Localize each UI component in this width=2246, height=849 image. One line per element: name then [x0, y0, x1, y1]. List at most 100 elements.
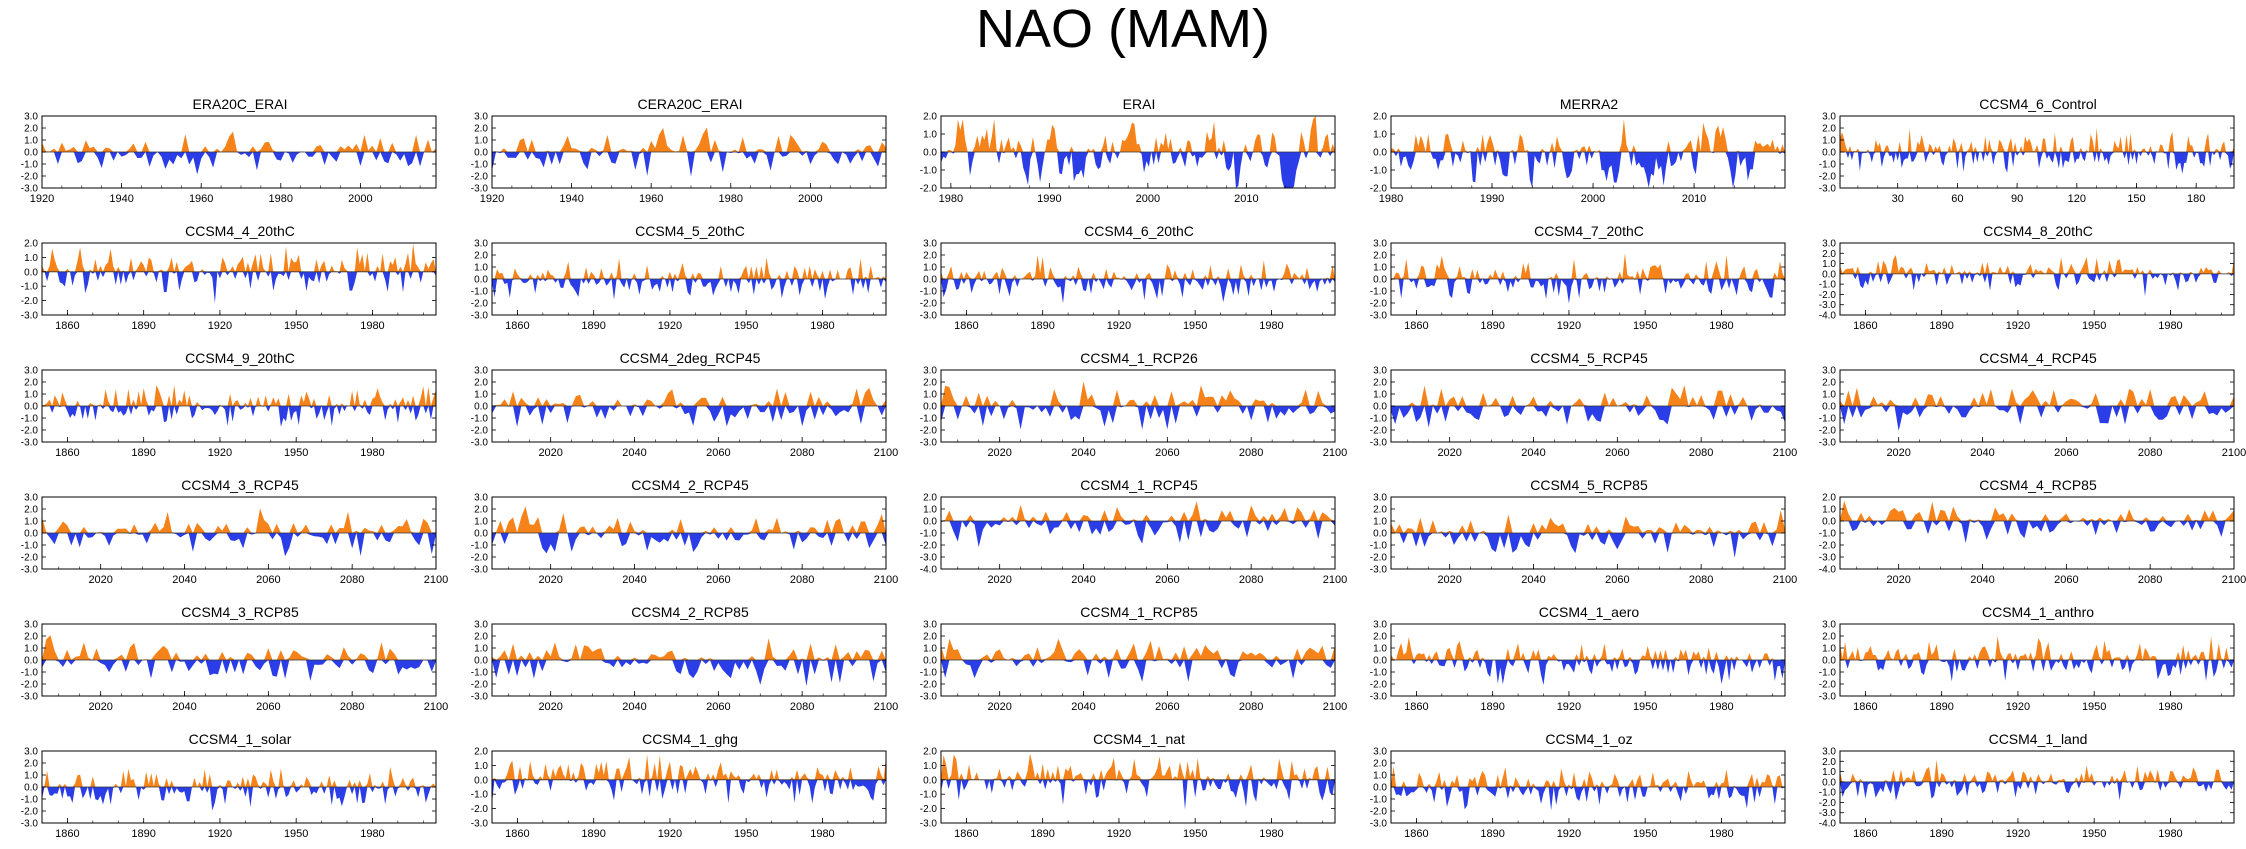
x-tick-label: 1920 — [1557, 828, 1581, 840]
x-tick-label: 2020 — [1886, 447, 1910, 459]
y-tick-label: 0.0 — [24, 783, 38, 794]
x-tick-label: 1980 — [360, 828, 384, 840]
x-tick-label: 2100 — [1323, 574, 1347, 586]
y-tick-label: 2.0 — [1822, 632, 1836, 643]
x-tick-label: 1950 — [734, 828, 758, 840]
positive-anomaly-area — [1840, 500, 2234, 521]
positive-anomaly-area — [941, 255, 1335, 279]
positive-anomaly-area — [492, 638, 886, 660]
y-tick-label: -1.0 — [1370, 414, 1388, 425]
x-tick-label: 1950 — [1633, 320, 1657, 332]
positive-anomaly-area — [1391, 510, 1785, 533]
x-tick-label: 2020 — [88, 701, 112, 713]
x-tick-label: 2060 — [2054, 447, 2078, 459]
y-tick-label: 2.0 — [474, 747, 488, 758]
y-tick-label: -3.0 — [1819, 553, 1837, 564]
positive-anomaly-area — [1391, 637, 1785, 660]
y-tick-label: -2.0 — [1370, 807, 1388, 818]
x-tick-label: 1980 — [810, 320, 834, 332]
x-tick-label: 1890 — [131, 447, 155, 459]
y-tick-label: 3.0 — [1822, 366, 1836, 377]
panel-plot: 2.01.00.0-1.0-2.0-3.0-4.0 2020 2040 2060 208… — [1819, 493, 2246, 587]
x-tick-label: 2040 — [1071, 701, 1095, 713]
y-tick-label: 0.0 — [1822, 517, 1836, 528]
nao-panel: CCSM4_1_solar 3.0 2.0 1.0 0.0 -1.0 -2.0 -3.0 186… — [8, 731, 448, 849]
y-tick-label: -2.0 — [471, 299, 489, 310]
x-tick-label: 2020 — [1886, 574, 1910, 586]
x-tick-label: 2020 — [987, 701, 1011, 713]
nao-panel: ERA20C_ERAI 3.0 2.0 1.0 0.0 -1.0 -2.0 -3.0 1920 1… — [8, 96, 448, 214]
x-tick-label: 2040 — [622, 574, 646, 586]
panel-title: CCSM4_9_20thC — [185, 350, 295, 366]
panel-plot: 3.02.01.00.0-1.0-2.0-3.0 2020 2040 2060 2080… — [21, 620, 448, 714]
x-tick-label: 2100 — [1773, 574, 1797, 586]
nao-panel: CCSM4_5_RCP85 3.0 2.0 1.0 0.0 -1.0 -2.0 -3.0 202… — [1357, 477, 1797, 595]
negative-anomaly-area — [42, 660, 436, 681]
y-tick-label: 3.0 — [923, 239, 937, 250]
positive-anomaly-area — [1840, 255, 2234, 274]
x-tick-label: 2010 — [1234, 193, 1258, 205]
negative-anomaly-area — [492, 152, 886, 177]
x-tick-label: 2080 — [340, 701, 364, 713]
x-tick-label: 2040 — [622, 701, 646, 713]
x-tick-label: 2080 — [1239, 447, 1263, 459]
y-tick-label: -2.0 — [1819, 798, 1837, 809]
y-tick-label: 2.0 — [1373, 632, 1387, 643]
y-tick-label: 0.0 — [1373, 275, 1387, 286]
y-tick-label: 0.0 — [474, 275, 488, 286]
x-tick-label: 1920 — [1557, 320, 1581, 332]
y-tick-label: 3.0 — [923, 620, 937, 631]
y-tick-label: 1.0 — [474, 517, 488, 528]
y-tick-label: -2.0 — [21, 680, 39, 691]
x-tick-label: 1950 — [284, 447, 308, 459]
y-tick-label: -1.0 — [1370, 166, 1388, 177]
negative-anomaly-area — [941, 406, 1335, 430]
y-tick-label: -2.0 — [1819, 680, 1837, 691]
x-tick-label: 1950 — [1183, 320, 1207, 332]
x-tick-label: 2060 — [2054, 574, 2078, 586]
nao-panel: CCSM4_1_oz 3.0 2.0 1.0 0.0 -1.0 -2.0 -3.0 1860 18… — [1357, 731, 1797, 849]
x-tick-label: 2000 — [798, 193, 822, 205]
y-tick-label: -3.0 — [471, 819, 489, 830]
nao-panel: CCSM4_3_RCP45 3.0 2.0 1.0 0.0 -1.0 -2.0 -3.0 202… — [8, 477, 448, 595]
y-tick-label: 2.0 — [923, 747, 937, 758]
x-tick-label: 2080 — [1689, 447, 1713, 459]
y-tick-label: -2.0 — [1819, 172, 1837, 183]
panel-title: MERRA2 — [1559, 96, 1619, 112]
x-tick-label: 90 — [2011, 193, 2023, 205]
panel-title: CCSM4_1_nat — [1093, 731, 1185, 747]
x-tick-label: 1890 — [1480, 320, 1504, 332]
y-tick-label: 2.0 — [24, 378, 38, 389]
y-tick-label: 0.0 — [474, 529, 488, 540]
panel-plot: 3.02.01.00.0-1.0-2.0-3.0 2020 2040 2060 2080… — [920, 620, 1347, 714]
y-tick-label: -1.0 — [920, 166, 938, 177]
x-tick-label: 1920 — [208, 828, 232, 840]
y-tick-label: -3.0 — [1819, 692, 1837, 703]
x-tick-label: 1920 — [208, 320, 232, 332]
x-tick-label: 30 — [1892, 193, 1904, 205]
y-tick-label: 2.0 — [474, 251, 488, 262]
y-tick-label: 0.0 — [1373, 783, 1387, 794]
x-tick-label: 1980 — [1259, 828, 1283, 840]
x-tick-label: 1950 — [2082, 701, 2106, 713]
x-tick-label: 2100 — [424, 701, 448, 713]
y-tick-label: -3.0 — [1819, 438, 1837, 449]
y-tick-label: -1.0 — [1819, 280, 1837, 291]
nao-panel: CCSM4_3_RCP85 3.0 2.0 1.0 0.0 -1.0 -2.0 -3.0 202… — [8, 604, 448, 722]
x-tick-label: 1860 — [505, 320, 529, 332]
negative-anomaly-area — [492, 279, 886, 300]
x-tick-label: 1890 — [1929, 320, 1953, 332]
panel-title: CCSM4_4_RCP85 — [1979, 477, 2097, 493]
panel-plot: 3.02.01.00.0-1.0-2.0-3.0 2020 2040 2060 2080… — [1819, 366, 2246, 460]
y-tick-label: -1.0 — [920, 287, 938, 298]
y-tick-label: 0.0 — [24, 656, 38, 667]
y-tick-label: -3.0 — [471, 311, 489, 322]
x-tick-label: 2080 — [1689, 574, 1713, 586]
x-tick-label: 1980 — [939, 193, 963, 205]
y-tick-label: 0.0 — [1822, 269, 1836, 280]
positive-anomaly-area — [941, 753, 1335, 780]
y-tick-label: -3.0 — [21, 819, 39, 830]
y-tick-label: 2.0 — [923, 378, 937, 389]
x-tick-label: 1890 — [581, 320, 605, 332]
